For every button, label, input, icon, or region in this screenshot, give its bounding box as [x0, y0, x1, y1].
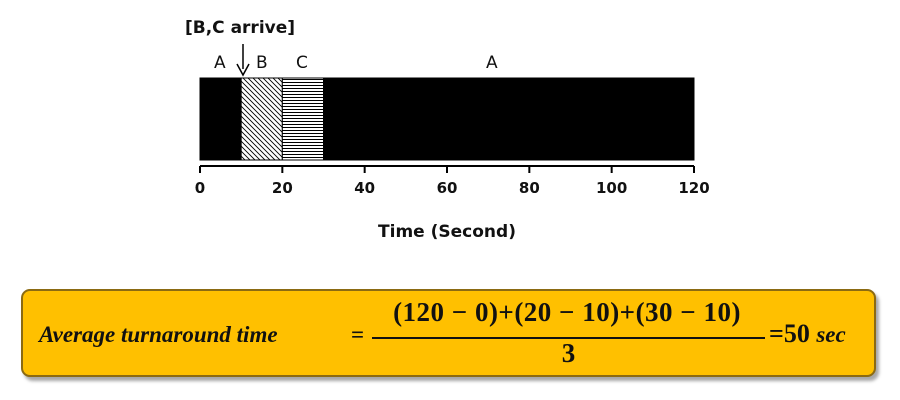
- axis-tick-label: 100: [596, 179, 627, 197]
- segment-label-a-first: A: [214, 53, 226, 73]
- formula-unit: sec: [816, 322, 846, 347]
- formula-numerator: (120 − 0)+(20 − 10)+(30 − 10): [393, 297, 741, 327]
- formula-result-value: =50: [769, 319, 810, 348]
- arrival-arrow-icon: [236, 63, 250, 77]
- arrival-annotation: [B,C arrive]: [185, 18, 295, 38]
- segment-bar-a-second: [323, 77, 695, 161]
- segment-bar-a-first: [199, 77, 242, 161]
- formula-result: =50 sec: [769, 319, 846, 349]
- formula-denominator: 3: [561, 338, 576, 368]
- fraction-bar: [372, 337, 765, 339]
- segment-label-b: B: [256, 53, 268, 73]
- segment-label-a-second: A: [486, 53, 498, 73]
- axis-tick-label: 20: [272, 179, 293, 197]
- formula-box: Average turnaround time = (120 − 0)+(20 …: [21, 289, 876, 377]
- axis-tick-label: 120: [678, 179, 709, 197]
- timeline-diagram: [B,C arrive] A B C A 0 20 40 60 80 100 120 Tim…: [185, 18, 710, 242]
- axis-title: Time (Second): [378, 222, 516, 242]
- axis-tick-label: 0: [195, 179, 205, 197]
- axis-tick-label: 60: [437, 179, 458, 197]
- turnaround-formula: Average turnaround time = (120 − 0)+(20 …: [23, 291, 874, 375]
- segment-label-c: C: [296, 53, 308, 73]
- axis-tick-label: 80: [519, 179, 540, 197]
- formula-equals: =: [351, 322, 365, 347]
- axis-tick-label: 40: [354, 179, 375, 197]
- segment-bar-c: [281, 77, 325, 161]
- segment-bar-b: [240, 77, 283, 161]
- formula-lhs: Average turnaround time: [39, 322, 278, 347]
- axis-ticks: 0 20 40 60 80 100 120: [195, 166, 710, 197]
